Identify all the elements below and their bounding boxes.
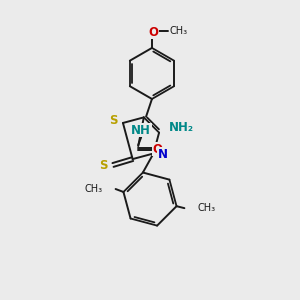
Text: O: O	[153, 142, 163, 155]
Text: NH₂: NH₂	[169, 121, 194, 134]
Text: S: S	[100, 159, 108, 172]
Text: N: N	[158, 148, 167, 161]
Text: NH: NH	[131, 124, 151, 137]
Text: CH₃: CH₃	[169, 26, 188, 36]
Text: S: S	[110, 113, 118, 127]
Text: CH₃: CH₃	[85, 184, 103, 194]
Text: CH₃: CH₃	[197, 203, 215, 213]
Text: O: O	[148, 26, 158, 39]
